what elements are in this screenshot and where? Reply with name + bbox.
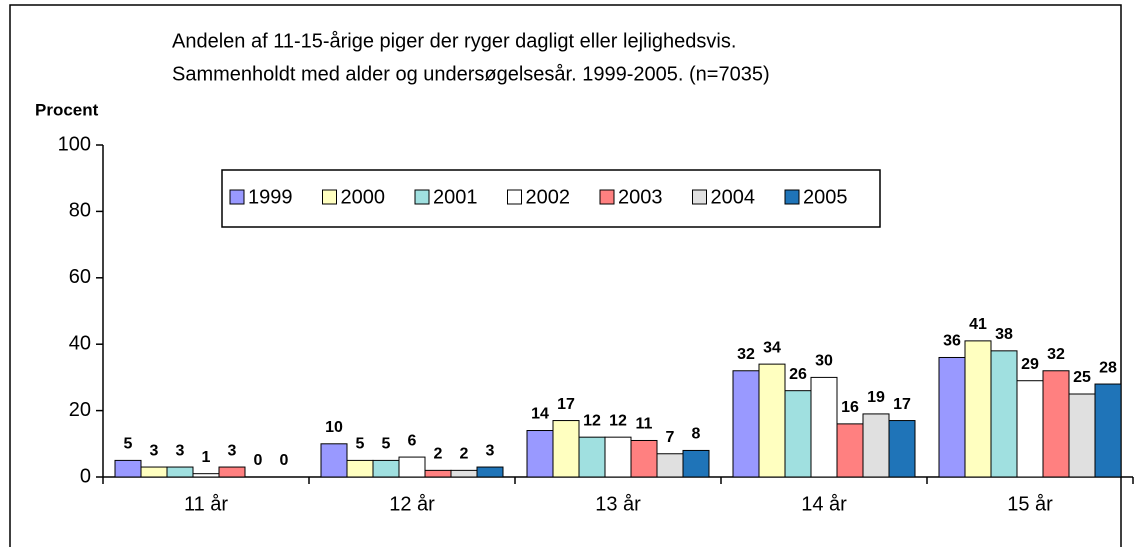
bar — [526, 430, 554, 478]
y-axis-label: Procent — [35, 100, 99, 119]
legend-label: 2005 — [803, 186, 848, 208]
bar — [552, 420, 580, 478]
legend-label: 2003 — [618, 186, 663, 208]
data-label: 12 — [583, 412, 601, 429]
legend-label: 2001 — [433, 186, 478, 208]
data-label: 11 — [636, 416, 653, 433]
data-label: 7 — [666, 429, 675, 446]
data-label: 3 — [150, 442, 159, 459]
y-tick-label: 0 — [80, 465, 91, 487]
bar — [862, 413, 890, 478]
data-label: 2 — [434, 446, 443, 463]
data-label: 41 — [969, 316, 987, 333]
data-label: 3 — [176, 442, 185, 459]
bar — [578, 436, 606, 478]
bar — [630, 439, 658, 478]
data-label: 0 — [254, 452, 263, 469]
y-tick-label: 20 — [69, 399, 91, 421]
bar — [114, 459, 142, 478]
bar — [320, 443, 348, 478]
x-tick-label: 14 år — [801, 493, 847, 515]
bar — [398, 456, 426, 478]
data-label: 16 — [841, 399, 859, 416]
data-label: 5 — [124, 436, 133, 453]
legend-swatch — [322, 189, 337, 205]
data-label: 32 — [737, 346, 755, 363]
bar — [476, 466, 504, 478]
bar — [938, 356, 966, 478]
data-label: 2 — [460, 446, 469, 463]
bar — [1042, 370, 1070, 478]
data-label: 36 — [943, 333, 961, 350]
x-tick-label: 15 år — [1007, 493, 1053, 515]
bar — [888, 420, 916, 478]
legend-swatch — [507, 189, 522, 205]
data-label: 8 — [692, 426, 701, 443]
data-label: 6 — [408, 432, 417, 449]
data-label: 12 — [609, 412, 627, 429]
chart-frame — [9, 4, 1122, 547]
bar — [450, 469, 478, 478]
data-label: 30 — [815, 353, 833, 370]
data-label: 29 — [1021, 356, 1039, 373]
data-label: 19 — [867, 389, 885, 406]
data-label: 34 — [763, 339, 781, 356]
data-label: 17 — [893, 396, 911, 413]
legend-label: 2000 — [341, 186, 386, 208]
bar — [192, 473, 220, 478]
data-label: 25 — [1073, 369, 1091, 386]
bar — [1094, 383, 1122, 478]
data-label: 10 — [325, 419, 343, 436]
data-label: 1 — [202, 449, 211, 466]
legend-swatch — [692, 189, 707, 205]
y-tick-label: 100 — [58, 133, 91, 155]
bar — [1016, 380, 1044, 478]
bar — [346, 459, 374, 478]
data-label: 17 — [557, 396, 575, 413]
legend-label: 2004 — [711, 186, 756, 208]
data-label: 32 — [1047, 346, 1065, 363]
y-tick-label: 80 — [69, 200, 91, 222]
bar — [732, 370, 760, 478]
bar — [836, 423, 864, 478]
legend-swatch — [229, 189, 245, 205]
x-tick-label: 12 år — [389, 493, 435, 515]
bar — [682, 449, 710, 478]
bar — [758, 363, 786, 478]
bar — [1068, 393, 1096, 478]
legend-swatch — [784, 189, 800, 205]
data-label: 5 — [382, 436, 391, 453]
data-label: 3 — [228, 442, 237, 459]
legend-swatch — [599, 189, 615, 205]
bar — [140, 466, 168, 478]
legend-swatch — [414, 189, 430, 205]
data-label: 14 — [531, 406, 549, 423]
data-label: 28 — [1099, 359, 1117, 376]
data-label: 0 — [280, 452, 289, 469]
bar — [784, 390, 812, 478]
data-label: 3 — [486, 442, 495, 459]
bar — [810, 376, 838, 478]
bar — [218, 466, 246, 478]
bar — [424, 469, 452, 478]
bar — [166, 466, 194, 478]
bar — [964, 340, 992, 478]
data-label: 26 — [789, 366, 807, 383]
y-tick-label: 40 — [69, 332, 91, 354]
x-tick-label: 11 år — [184, 493, 228, 515]
bar — [372, 459, 400, 478]
chart-title: Andelen af 11-15-årige piger der ryger d… — [172, 30, 736, 52]
data-label: 38 — [995, 326, 1013, 343]
bar — [990, 350, 1018, 478]
x-tick-label: 13 år — [595, 493, 641, 515]
data-label: 5 — [356, 436, 365, 453]
y-tick-label: 60 — [69, 266, 91, 288]
chart-subtitle: Sammenholdt med alder og undersøgelsesår… — [172, 63, 770, 85]
bar — [656, 453, 684, 478]
legend-label: 2002 — [526, 186, 571, 208]
legend-label: 1999 — [248, 186, 293, 208]
bar — [604, 436, 632, 478]
